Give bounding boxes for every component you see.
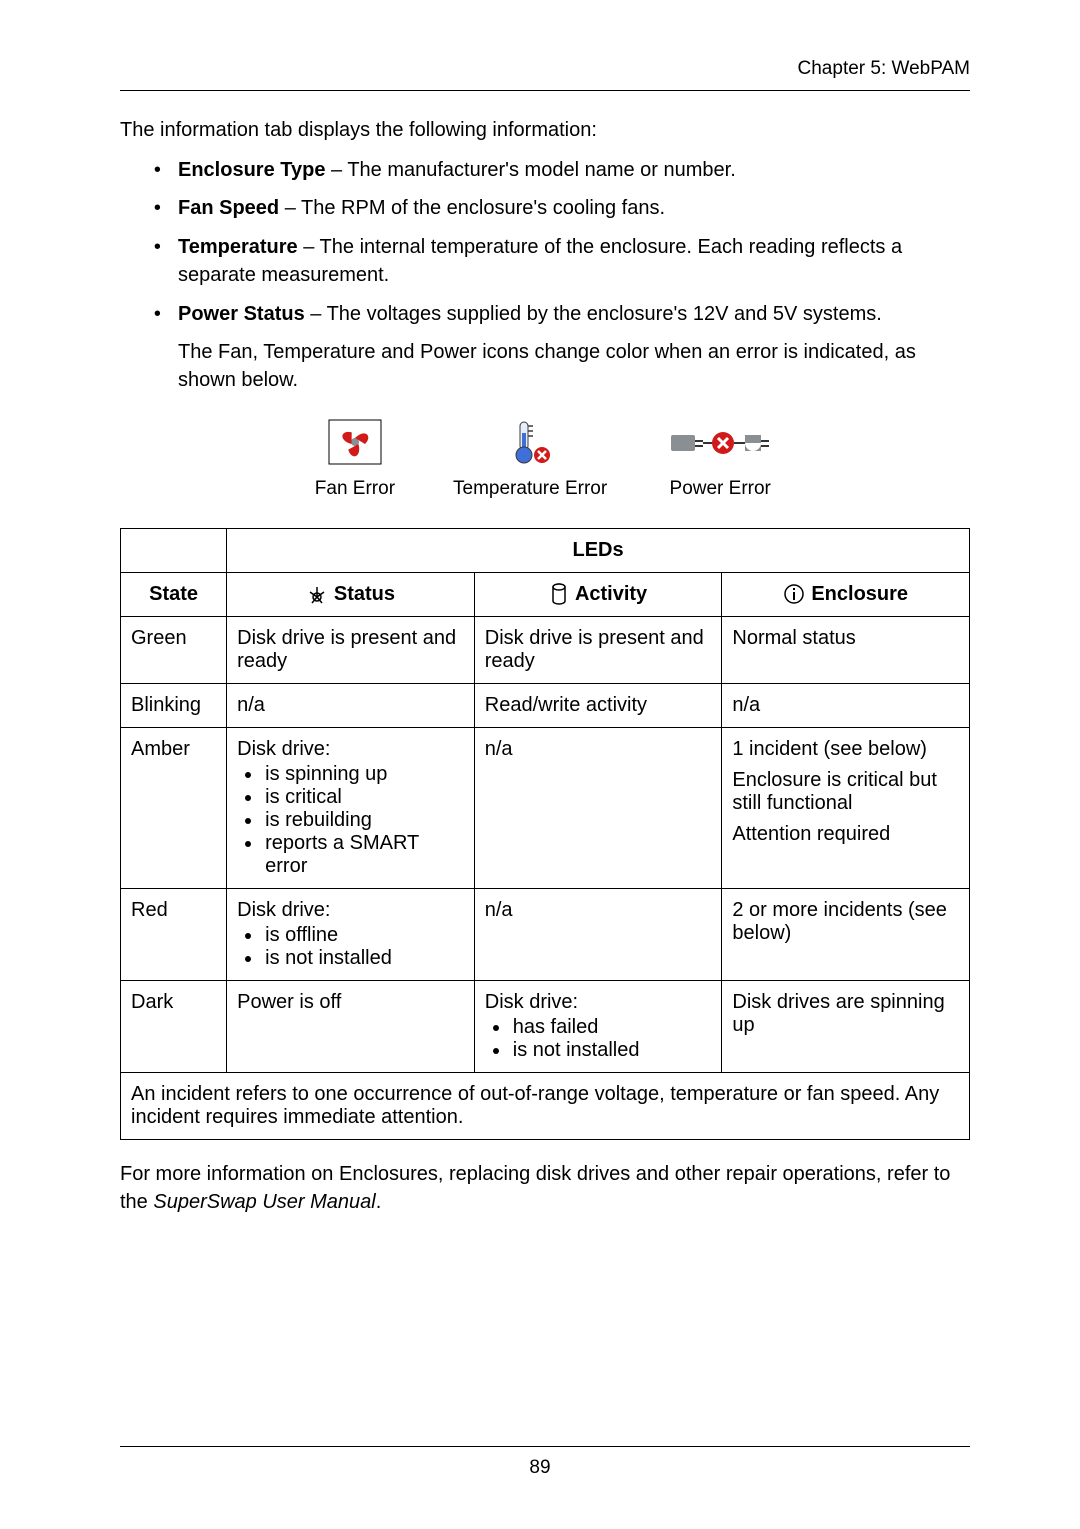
enclosure-icon [783,583,805,605]
table-row: Green Disk drive is present and ready Di… [121,616,970,683]
list-item: is critical [263,786,464,809]
activity-label: Activity [575,583,647,605]
bullet-term: Power Status [178,303,305,325]
list-item: reports a SMART error [263,832,464,878]
bullet-desc: – The RPM of the enclosure's cooling fan… [279,197,665,219]
enclosure-header: Enclosure [722,572,970,616]
status-header: Status [227,572,475,616]
status-cell: Power is off [227,980,475,1072]
sub-paragraph: The Fan, Temperature and Power icons cha… [178,338,970,395]
bullet-enclosure-type: Enclosure Type – The manufacturer's mode… [172,156,970,184]
power-error-icon [665,419,775,465]
table-row: Blinking n/a Read/write activity n/a [121,683,970,727]
enclosure-cell: Normal status [722,616,970,683]
activity-items: has failed is not installed [485,1016,712,1062]
status-lead: Disk drive: [237,738,464,761]
enclosure-cell: 1 incident (see below) Enclosure is crit… [722,727,970,888]
page: Chapter 5: WebPAM The information tab di… [0,0,1080,1529]
chapter-header: Chapter 5: WebPAM [120,58,970,80]
activity-cell: n/a [474,888,722,980]
status-label: Status [334,583,395,605]
state-cell: Blinking [121,683,227,727]
state-cell: Green [121,616,227,683]
bullet-term: Temperature [178,236,298,258]
header-rule [120,90,970,91]
state-header: State [121,572,227,616]
footer-rule [120,1446,970,1447]
status-cell: Disk drive is present and ready [227,616,475,683]
list-item: is rebuilding [263,809,464,832]
activity-icon [549,583,569,605]
led-table: LEDs State Status Activity Enclosure Gre… [120,528,970,1140]
leds-header: LEDs [227,528,970,572]
status-items: is offline is not installed [237,924,464,970]
page-footer: 89 [0,1446,1080,1479]
enclosure-lead: 1 incident (see below) [732,738,959,761]
state-cell: Red [121,888,227,980]
enclosure-extra: Attention required [732,823,959,846]
enclosure-cell: Disk drives are spinning up [722,980,970,1072]
table-row: Red Disk drive: is offline is not instal… [121,888,970,980]
table-row: Dark Power is off Disk drive: has failed… [121,980,970,1072]
status-cell: Disk drive: is offline is not installed [227,888,475,980]
enclosure-cell: 2 or more incidents (see below) [722,888,970,980]
fan-error-col: Fan Error [315,419,395,500]
list-item: is not installed [511,1039,712,1062]
closing-text2: . [376,1191,382,1213]
corner-cell [121,528,227,572]
closing-italic: SuperSwap User Manual [153,1191,375,1213]
activity-cell: Read/write activity [474,683,722,727]
page-number: 89 [529,1457,550,1478]
bullet-desc: – The voltages supplied by the enclosure… [305,303,882,325]
activity-header: Activity [474,572,722,616]
status-cell: Disk drive: is spinning up is critical i… [227,727,475,888]
activity-cell: n/a [474,727,722,888]
status-lead: Disk drive: [237,899,464,922]
bullet-temperature: Temperature – The internal temperature o… [172,233,970,290]
enclosure-extra: Enclosure is critical but still function… [732,769,959,815]
fan-error-icon [328,419,382,465]
power-error-label: Power Error [665,478,775,500]
list-item: is offline [263,924,464,947]
status-cell: n/a [227,683,475,727]
bullet-desc: – The manufacturer's model name or numbe… [325,159,735,181]
status-icon [306,583,328,605]
list-item: is not installed [263,947,464,970]
power-error-col: Power Error [665,419,775,500]
temperature-error-icon [506,419,554,465]
activity-cell: Disk drive: has failed is not installed [474,980,722,1072]
bullet-power-status: Power Status – The voltages supplied by … [172,300,970,328]
bullet-term: Enclosure Type [178,159,325,181]
info-bullets: Enclosure Type – The manufacturer's mode… [120,156,970,328]
table-row: Amber Disk drive: is spinning up is crit… [121,727,970,888]
activity-lead: Disk drive: [485,991,712,1014]
fan-error-label: Fan Error [315,478,395,500]
bullet-term: Fan Speed [178,197,279,219]
error-icons-row: Fan Error Temperature Error [120,419,970,500]
closing-text: For more information on Enclosures, repl… [120,1160,970,1217]
state-cell: Dark [121,980,227,1072]
intro-text: The information tab displays the followi… [120,119,970,142]
activity-cell: Disk drive is present and ready [474,616,722,683]
list-item: has failed [511,1016,712,1039]
table-footnote-row: An incident refers to one occurrence of … [121,1072,970,1139]
bullet-fan-speed: Fan Speed – The RPM of the enclosure's c… [172,194,970,222]
enclosure-label: Enclosure [811,583,908,605]
list-item: is spinning up [263,763,464,786]
enclosure-cell: n/a [722,683,970,727]
state-cell: Amber [121,727,227,888]
temperature-error-col: Temperature Error [453,419,607,500]
status-items: is spinning up is critical is rebuilding… [237,763,464,878]
table-footnote: An incident refers to one occurrence of … [121,1072,970,1139]
temperature-error-label: Temperature Error [453,478,607,500]
